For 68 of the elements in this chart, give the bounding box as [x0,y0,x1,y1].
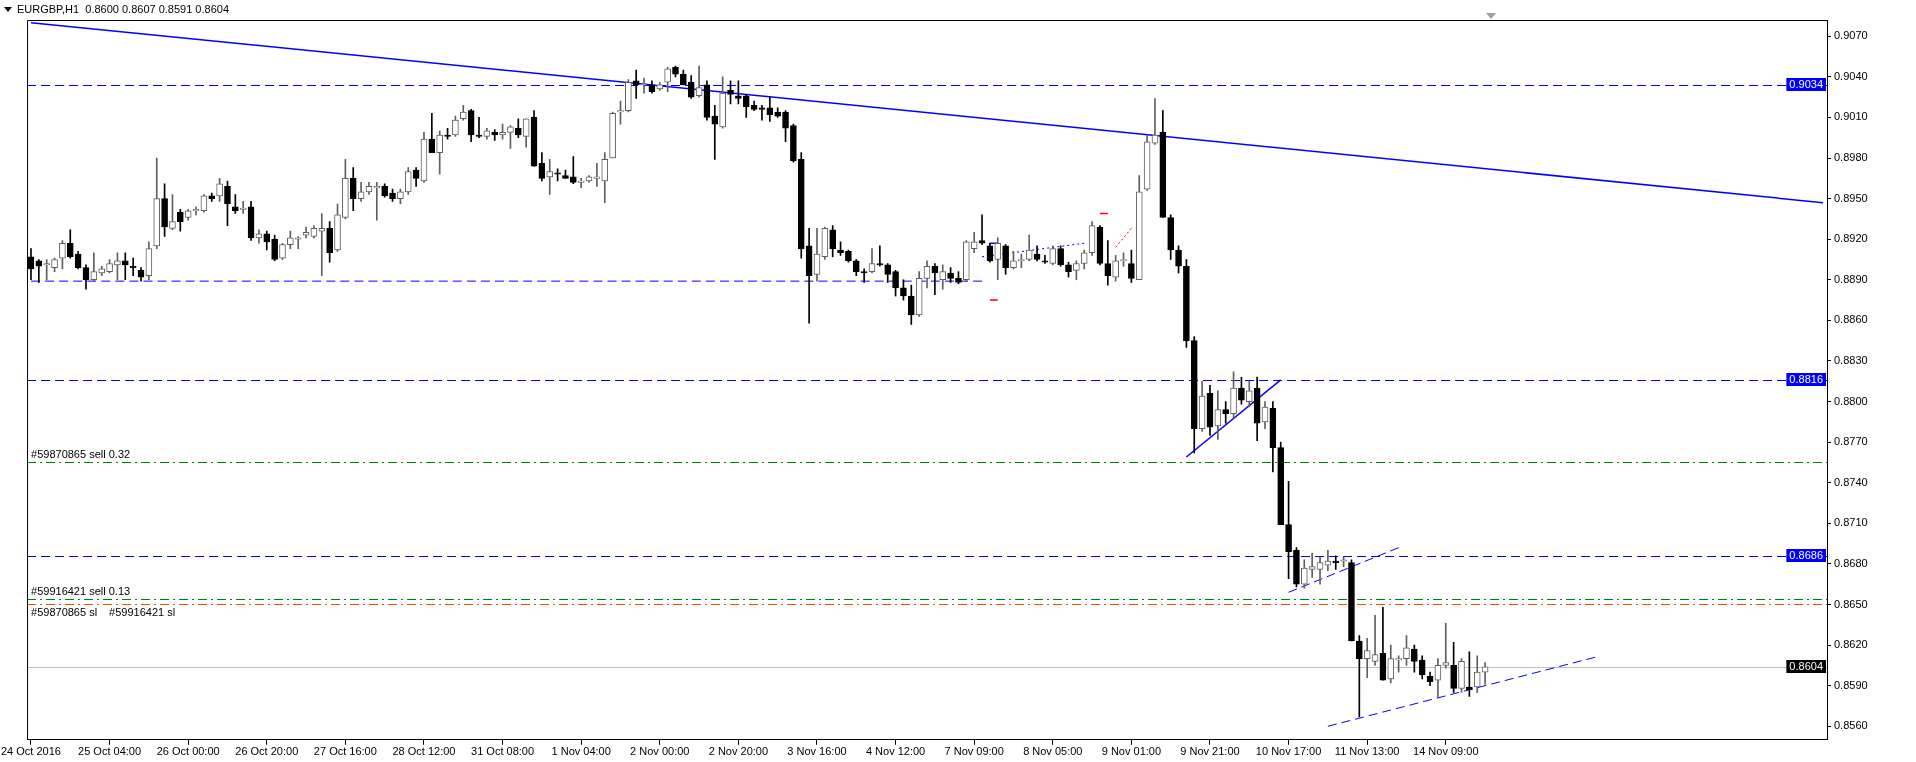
ref-line-label: 0.9034 [1789,77,1824,90]
y-tick-label: 0.8830 [1834,353,1868,366]
y-tick-label: 0.8650 [1834,597,1868,610]
ref-line-label: #59916421 sell 0.13 [31,584,131,597]
candlestick [1371,614,1379,666]
y-tick-label: 0.8890 [1834,272,1868,285]
y-tick-label: 0.8860 [1834,313,1868,326]
x-tick-label: 8 Nov 05:00 [1023,745,1083,758]
y-tick-label: 0.8800 [1834,394,1868,407]
x-tick-label: 4 Nov 12:00 [865,745,926,758]
ref-line-label: #59870865 sl [31,606,98,619]
y-tick-label: 0.8920 [1834,232,1868,245]
candlestick [1041,255,1049,264]
ref-line-label: 0.8816 [1789,372,1824,385]
candlestick [569,156,577,185]
y-tick-label: 0.8680 [1834,556,1868,569]
candlestick [1324,550,1332,571]
candlestick [876,245,884,267]
candlestick [1308,552,1316,578]
x-tick-label: 9 Nov 21:00 [1180,745,1240,758]
candlestick [239,200,247,214]
candlestick [43,259,51,281]
x-tick-label: 3 Nov 16:00 [787,745,847,758]
y-tick-label: 0.8710 [1834,516,1868,529]
candlestick [546,159,554,195]
x-tick-label: 7 Nov 09:00 [944,745,1004,758]
candlestick [1442,623,1450,669]
y-tick-label: 0.8770 [1834,435,1868,448]
chart-title: EURGBP,H1 0.8600 0.8607 0.8591 0.8604 [17,3,230,16]
candlestick [860,268,868,283]
ref-line-label: #59870865 sell 0.32 [31,447,131,460]
candlestick [640,77,648,94]
y-tick-label: 0.9010 [1834,110,1868,123]
x-tick-label: 26 Oct 00:00 [156,745,220,758]
x-tick-label: 28 Oct 12:00 [392,745,456,758]
x-tick-label: 27 Oct 16:00 [313,745,377,758]
candlestick [711,104,719,160]
y-tick-label: 0.8560 [1834,719,1868,732]
candlestick [1363,637,1371,678]
y-tick-label: 0.8590 [1834,678,1868,691]
candlestick [1222,401,1230,424]
candlestick [475,117,483,139]
x-tick-label: 1 Nov 04:00 [551,745,611,758]
candlestick [577,177,585,189]
y-tick-label: 0.8980 [1834,151,1868,164]
x-tick-label: 24 Oct 2016 [1,745,61,758]
x-tick-label: 2 Nov 20:00 [708,745,769,758]
y-tick-label: 0.8950 [1834,191,1868,204]
x-tick-label: 26 Oct 20:00 [235,745,299,758]
candlestick [758,104,766,121]
y-tick-label: 0.8740 [1834,475,1868,488]
x-tick-label: 10 Nov 17:00 [1255,745,1322,758]
x-tick-label: 2 Nov 00:00 [630,745,690,758]
x-tick-label: 9 Nov 01:00 [1101,745,1162,758]
candlestick [978,214,986,245]
candlestick [294,236,302,249]
ref-line-label: 0.8604 [1789,659,1824,672]
x-tick-label: 11 Nov 13:00 [1334,745,1400,758]
annotation: #59916421 sl [109,606,176,619]
ref-line-label: 0.8686 [1789,548,1824,561]
x-tick-label: 14 Nov 09:00 [1413,745,1479,758]
candlestick [593,163,601,187]
x-tick-label: 25 Oct 04:00 [78,745,142,758]
x-tick-label: 31 Oct 08:00 [471,745,535,758]
y-tick-label: 0.9070 [1834,29,1868,42]
y-tick-label: 0.9040 [1834,69,1868,82]
y-tick-label: 0.8620 [1834,638,1868,651]
candlestick [1356,635,1363,718]
